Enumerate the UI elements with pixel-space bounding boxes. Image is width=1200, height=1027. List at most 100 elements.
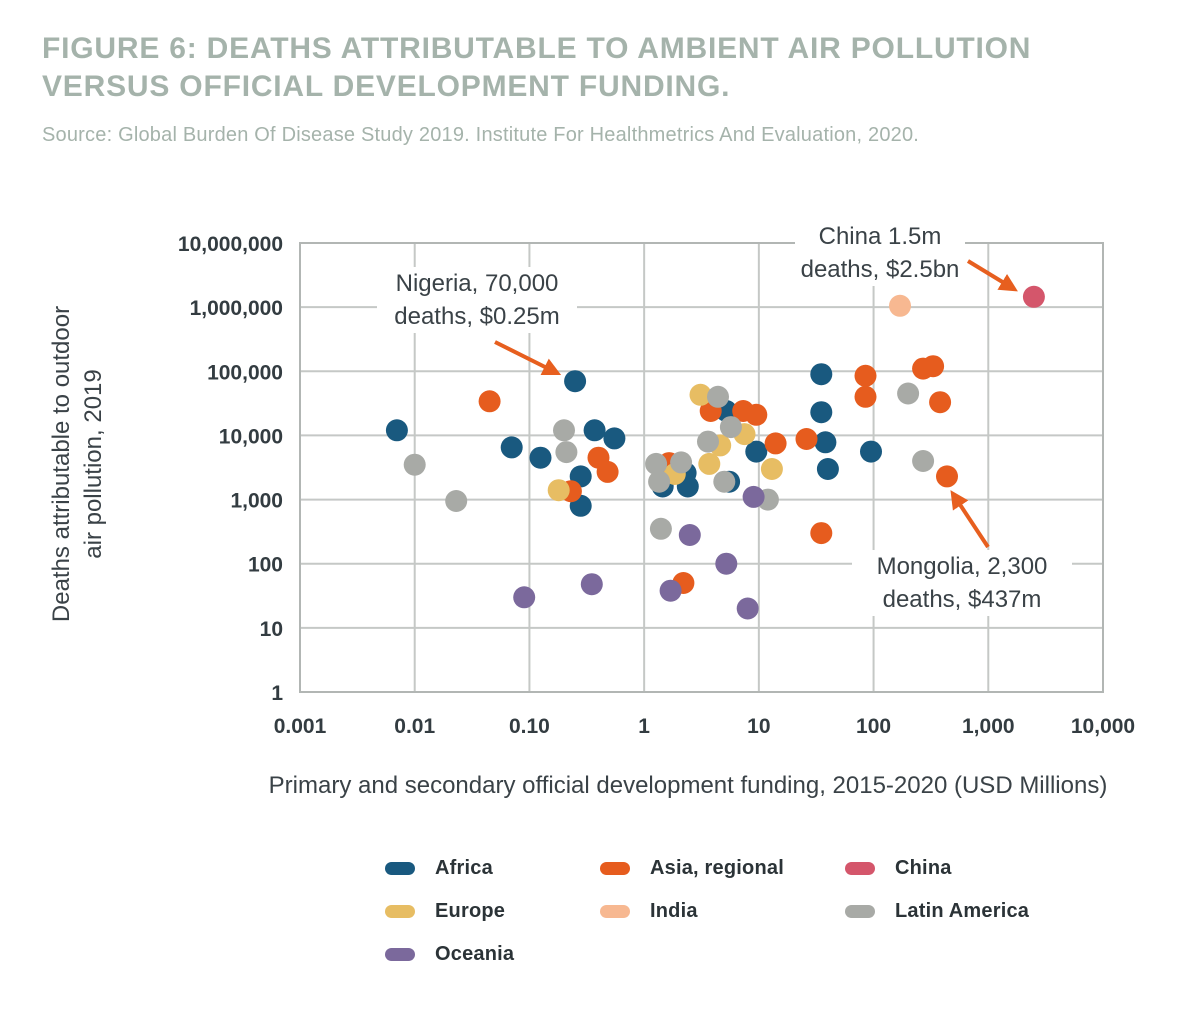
legend-label-oceania: Oceania	[435, 942, 515, 965]
data-point-africa	[603, 427, 626, 450]
x-tick-label: 10	[747, 715, 770, 738]
legend-swatch-latin-america	[845, 904, 875, 918]
data-point-europe	[760, 458, 783, 480]
data-point-asia-regional	[854, 364, 877, 387]
annotation-mongolia-line1: Mongolia, 2,300	[876, 553, 1048, 580]
data-point-asia-regional	[854, 385, 877, 408]
legend-label-africa: Africa	[435, 856, 493, 879]
data-point-oceania	[580, 573, 603, 596]
data-point-latin-america	[897, 382, 920, 405]
annotation-china-line1: China 1.5m	[818, 223, 942, 250]
annotation-arrow-mongolia	[950, 490, 990, 549]
legend-swatch-china	[845, 861, 875, 875]
annotation-arrow-china	[966, 259, 1018, 292]
figure-title-line1: FIGURE 6: DEATHS ATTRIBUTABLE TO AMBIENT…	[42, 32, 1032, 65]
data-point-africa	[529, 446, 552, 469]
data-point-oceania	[678, 524, 701, 546]
legend-swatch-india	[600, 904, 630, 918]
x-tick-label: 1,000	[962, 715, 1015, 738]
data-point-latin-america	[648, 470, 671, 493]
data-point-china	[1022, 285, 1045, 308]
y-axis-title-line1: Deaths attributable to outdoor	[48, 305, 75, 623]
x-tick-label: 0.001	[274, 715, 327, 738]
annotation-mongolia: Mongolia, 2,300 deaths, $437m	[852, 550, 1072, 616]
data-point-africa	[745, 440, 768, 463]
data-point-asia-regional	[764, 432, 787, 455]
data-point-asia-regional	[936, 465, 958, 488]
legend-swatch-africa	[385, 861, 415, 875]
annotation-mongolia-line2: deaths, $437m	[882, 586, 1042, 613]
legend-item-china: China	[845, 855, 1125, 881]
figure-title: FIGURE 6: DEATHS ATTRIBUTABLE TO AMBIENT…	[42, 30, 1062, 106]
data-point-asia-regional	[478, 390, 501, 413]
x-tick-label: 0.01	[394, 715, 435, 738]
legend-item-oceania: Oceania	[385, 941, 600, 967]
legend-item-asia-regional: Asia, regional	[600, 855, 845, 881]
legend: Africa Asia, regional China Europe India Lati…	[385, 855, 1125, 967]
y-axis-title: Deaths attributable to outdoor air pollu…	[46, 239, 110, 689]
data-point-africa	[810, 363, 833, 386]
data-point-india	[889, 294, 911, 317]
x-tick-label: 10,000	[1071, 715, 1135, 738]
data-point-asia-regional	[810, 522, 833, 545]
data-point-oceania	[513, 586, 536, 609]
data-point-africa	[816, 458, 839, 480]
legend-swatch-asia-regional	[600, 861, 630, 875]
data-point-latin-america	[697, 430, 719, 453]
data-point-latin-america	[649, 517, 672, 540]
data-point-latin-america	[707, 385, 729, 408]
data-point-africa	[810, 401, 833, 424]
y-tick-label: 100	[248, 554, 283, 577]
data-point-africa	[583, 419, 606, 442]
data-point-europe	[689, 383, 712, 406]
legend-item-latin-america: Latin America	[845, 898, 1125, 924]
y-tick-label: 100,000	[207, 361, 283, 384]
data-point-asia-regional	[795, 428, 818, 450]
data-point-africa	[500, 436, 523, 459]
data-point-latin-america	[445, 490, 468, 512]
legend-label-india: India	[650, 899, 698, 922]
legend-swatch-europe	[385, 904, 415, 918]
annotation-china: China 1.5m deaths, $2.5bn	[795, 220, 965, 286]
data-point-latin-america	[670, 451, 693, 474]
data-point-asia-regional	[596, 460, 619, 483]
annotation-nigeria: Nigeria, 70,000 deaths, $0.25m	[377, 267, 577, 333]
legend-label-latin-america: Latin America	[895, 899, 1030, 922]
x-tick-label: 100	[856, 715, 891, 738]
y-tick-label: 1	[271, 682, 283, 705]
data-point-oceania	[659, 579, 682, 602]
plot-border	[299, 242, 1104, 693]
x-tick-label: 0.10	[509, 715, 550, 738]
data-point-africa	[564, 370, 587, 393]
legend-label-asia-regional: Asia, regional	[650, 856, 784, 879]
data-point-africa	[814, 431, 837, 454]
annotation-nigeria-line1: Nigeria, 70,000	[395, 270, 559, 297]
data-point-asia-regional	[929, 391, 952, 414]
data-point-latin-america	[553, 419, 575, 442]
annotation-china-line2: deaths, $2.5bn	[800, 256, 960, 283]
legend-label-china: China	[895, 856, 952, 879]
annotation-nigeria-line2: deaths, $0.25m	[394, 303, 560, 330]
legend-item-africa: Africa	[385, 855, 600, 881]
data-point-oceania	[742, 485, 765, 508]
annotation-arrow-nigeria	[494, 340, 562, 376]
data-point-asia-regional	[922, 355, 945, 378]
data-point-oceania	[736, 597, 759, 620]
y-axis-title-line2: air pollution, 2019	[80, 369, 107, 559]
data-point-latin-america	[713, 470, 736, 493]
data-point-latin-america	[555, 441, 578, 464]
data-point-africa	[385, 419, 408, 442]
y-tick-label: 1,000,000	[190, 297, 283, 320]
data-point-oceania	[715, 552, 738, 575]
y-tick-label: 10,000	[219, 425, 283, 448]
data-point-europe	[547, 479, 570, 502]
y-tick-label: 1,000	[230, 490, 283, 513]
legend-label-europe: Europe	[435, 899, 506, 922]
figure-source: Source: Global Burden Of Disease Study 2…	[42, 124, 920, 146]
x-tick-label: 1	[638, 715, 650, 738]
legend-swatch-oceania	[385, 947, 415, 961]
data-point-latin-america	[403, 453, 426, 476]
x-axis-title: Primary and secondary official developme…	[268, 772, 1108, 799]
